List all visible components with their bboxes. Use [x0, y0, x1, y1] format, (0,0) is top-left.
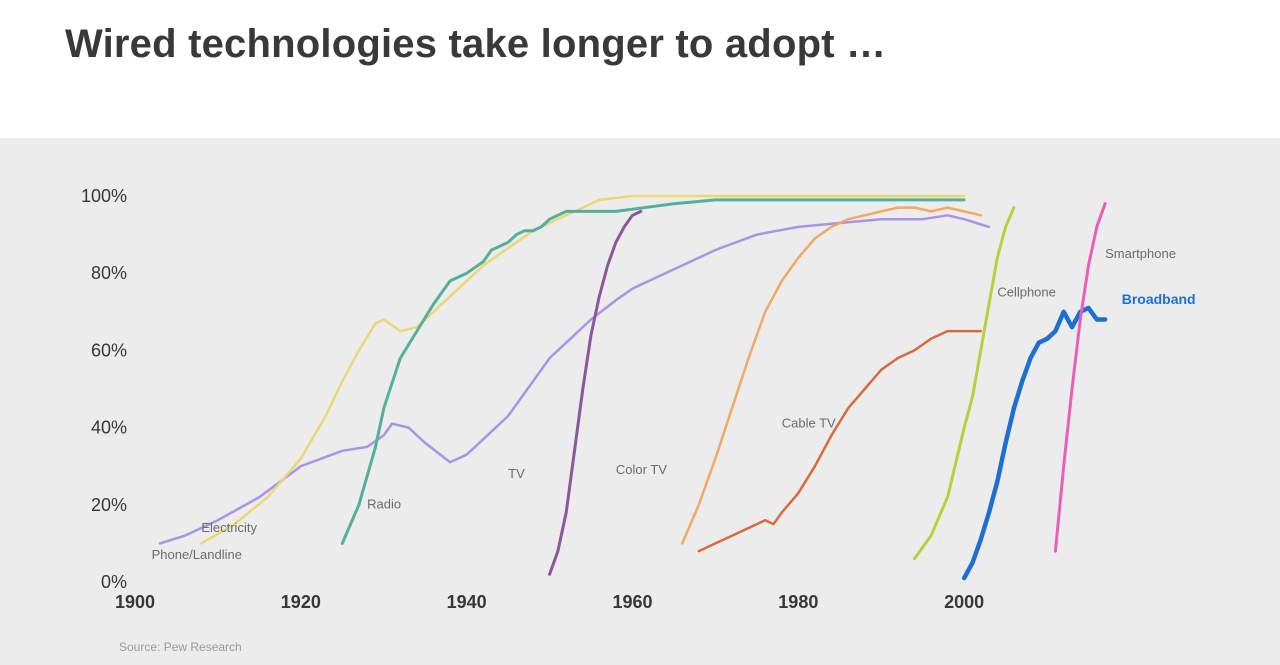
series-line-tv	[550, 211, 641, 574]
series-line-broadband	[964, 308, 1105, 578]
x-axis: 1900 1920 1940 1960 1980 2000	[115, 592, 984, 612]
series-line-electricity	[201, 196, 964, 543]
series-line-radio	[342, 200, 964, 544]
y-axis: 0% 20% 40% 60% 80% 100%	[81, 186, 127, 592]
series-line-phone-landline	[160, 215, 989, 543]
y-tick-label: 20%	[91, 495, 127, 515]
series-labels: Phone/Landline Electricity Radio TV Color TV…	[152, 246, 1196, 562]
series-label-phone-landline: Phone/Landline	[152, 547, 242, 562]
series-label-radio: Radio	[367, 497, 401, 512]
x-tick-label: 1980	[778, 592, 818, 612]
x-tick-label: 1940	[447, 592, 487, 612]
series-line-cellphone	[914, 208, 1014, 559]
series-label-broadband: Broadband	[1122, 291, 1196, 307]
series-label-cellphone: Cellphone	[997, 284, 1056, 299]
series-label-smartphone: Smartphone	[1105, 246, 1176, 261]
chart-svg: 0% 20% 40% 60% 80% 100% 1900 1920 1940 1960 1980 2…	[0, 0, 1280, 665]
series-label-tv: TV	[508, 466, 525, 481]
x-tick-label: 2000	[944, 592, 984, 612]
y-tick-label: 0%	[101, 572, 127, 592]
series-label-electricity: Electricity	[201, 520, 257, 535]
x-tick-label: 1920	[281, 592, 321, 612]
x-tick-label: 1900	[115, 592, 155, 612]
series-line-color-tv	[682, 208, 981, 544]
series-line-smartphone	[1055, 204, 1105, 551]
series-label-color-tv: Color TV	[616, 462, 667, 477]
y-tick-label: 40%	[91, 418, 127, 438]
y-tick-label: 60%	[91, 340, 127, 360]
chart-series-group	[160, 196, 1105, 578]
y-tick-label: 80%	[91, 263, 127, 283]
y-tick-label: 100%	[81, 186, 127, 206]
source-text: Source: Pew Research	[119, 640, 242, 654]
x-tick-label: 1960	[612, 592, 652, 612]
series-label-cable-tv: Cable TV	[782, 416, 836, 431]
